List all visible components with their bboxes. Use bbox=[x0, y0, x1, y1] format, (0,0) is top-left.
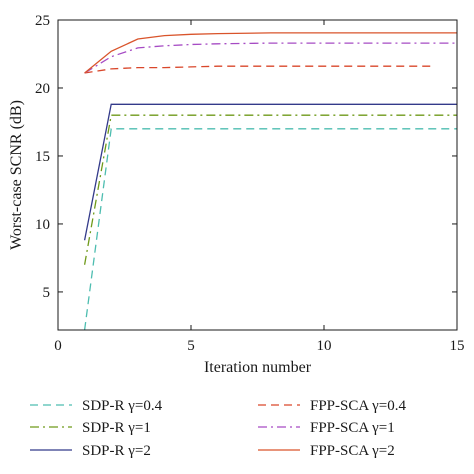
x-axis-label: Iteration number bbox=[204, 359, 312, 376]
x-tick-label: 10 bbox=[317, 338, 332, 354]
x-tick-label: 0 bbox=[54, 338, 62, 354]
y-axis-ticks: 5 10 15 20 25 bbox=[35, 13, 457, 301]
x-tick-label: 5 bbox=[187, 338, 195, 354]
y-tick-label: 5 bbox=[43, 285, 51, 301]
legend-label-1: SDP-R γ=0.4 bbox=[82, 398, 163, 414]
series-line-5 bbox=[84, 42, 457, 74]
legend: SDP-R γ=0.4 SDP-R γ=1 SDP-R γ=2 FPP-SCA γ=0… bbox=[30, 398, 406, 459]
series-line-1 bbox=[83, 128, 457, 330]
series-line-6 bbox=[84, 32, 457, 74]
y-tick-label: 25 bbox=[35, 13, 50, 29]
x-tick-label: 15 bbox=[450, 338, 465, 354]
plot-frame bbox=[57, 19, 458, 331]
legend-label-3: SDP-R γ=2 bbox=[82, 443, 151, 459]
y-tick-label: 20 bbox=[35, 81, 50, 97]
y-tick-label: 15 bbox=[35, 149, 50, 165]
y-tick-label: 10 bbox=[35, 217, 50, 233]
series-line-2 bbox=[83, 114, 457, 265]
series-line-4 bbox=[84, 65, 431, 74]
legend-label-5: FPP-SCA γ=1 bbox=[310, 420, 395, 436]
legend-label-2: SDP-R γ=1 bbox=[82, 420, 151, 436]
x-axis-ticks: 0 5 10 15 bbox=[54, 20, 465, 354]
y-axis-label: Worst-case SCNR (dB) bbox=[8, 100, 25, 250]
series-line-3 bbox=[83, 103, 457, 241]
legend-label-6: FPP-SCA γ=2 bbox=[310, 443, 395, 459]
legend-label-4: FPP-SCA γ=0.4 bbox=[310, 398, 406, 414]
plot-area bbox=[83, 32, 457, 330]
